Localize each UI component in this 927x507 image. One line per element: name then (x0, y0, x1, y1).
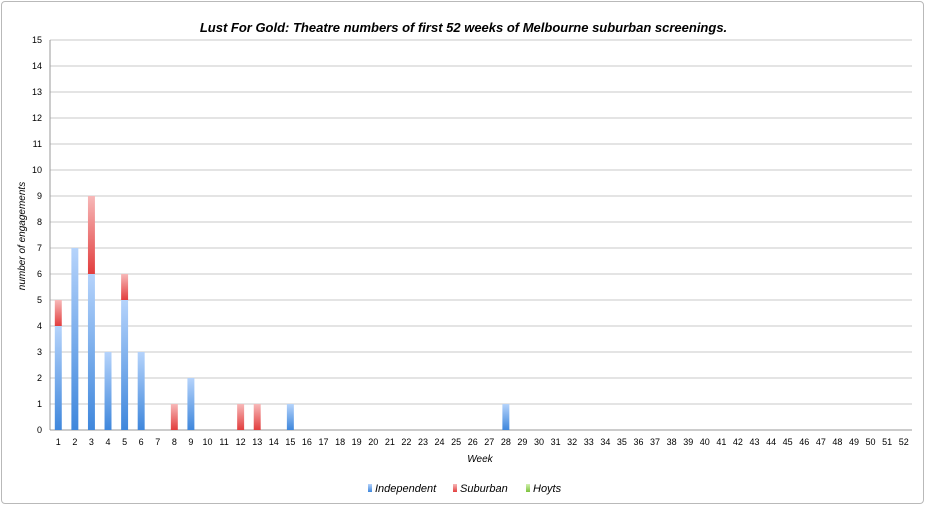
x-tick-label: 17 (319, 437, 329, 447)
y-axis-label: number of engagements (17, 182, 28, 290)
x-tick-label: 31 (551, 437, 561, 447)
bar-suburban-week-5 (121, 274, 129, 300)
bar-independent-week-15 (286, 404, 294, 430)
y-tick-label: 6 (37, 269, 42, 279)
x-axis-label: Week (467, 454, 493, 465)
x-tick-label: 48 (832, 437, 842, 447)
x-tick-label: 50 (866, 437, 876, 447)
bar-independent-week-2 (71, 248, 79, 430)
bar-suburban-week-3 (87, 196, 95, 274)
y-tick-label: 4 (37, 321, 42, 331)
x-tick-label: 37 (650, 437, 660, 447)
legend: Independent Suburban Hoyts (368, 483, 562, 495)
bar-suburban-week-12 (237, 404, 245, 430)
x-tick-label: 3 (89, 437, 94, 447)
legend-label-suburban: Suburban (460, 483, 508, 495)
y-tick-label: 9 (37, 191, 42, 201)
bar-suburban-week-1 (54, 300, 62, 326)
x-tick-label: 47 (816, 437, 826, 447)
x-tick-label: 2 (72, 437, 77, 447)
x-tick-label: 10 (202, 437, 212, 447)
legend-label-independent: Independent (375, 483, 437, 495)
legend-swatch-suburban (453, 484, 457, 492)
y-tick-label: 1 (37, 399, 42, 409)
y-tick-label: 8 (37, 217, 42, 227)
x-tick-label: 21 (385, 437, 395, 447)
bar-suburban-week-8 (170, 404, 178, 430)
x-tick-label: 24 (435, 437, 445, 447)
bar-independent-week-1 (54, 326, 62, 430)
bars (54, 196, 510, 430)
x-tick-label: 36 (633, 437, 643, 447)
x-tick-label: 42 (733, 437, 743, 447)
x-tick-label: 1 (56, 437, 61, 447)
x-tick-label: 33 (584, 437, 594, 447)
x-tick-label: 6 (139, 437, 144, 447)
x-tick-label: 22 (401, 437, 411, 447)
x-tick-label: 43 (750, 437, 760, 447)
x-tick-label: 41 (716, 437, 726, 447)
x-tick-label: 18 (335, 437, 345, 447)
y-tick-label: 5 (37, 295, 42, 305)
bar-independent-week-9 (187, 378, 195, 430)
x-tick-label: 34 (600, 437, 610, 447)
x-tick-label: 11 (219, 437, 228, 447)
y-tick-label: 15 (32, 35, 42, 45)
x-tick-label: 8 (172, 437, 177, 447)
x-tick-label: 51 (882, 437, 892, 447)
y-tick-label: 14 (32, 61, 42, 71)
x-tick-label: 49 (849, 437, 859, 447)
y-tick-label: 7 (37, 243, 42, 253)
y-tick-label: 0 (37, 425, 42, 435)
x-tick-label: 19 (352, 437, 362, 447)
legend-label-hoyts: Hoyts (533, 483, 562, 495)
bar-independent-week-4 (104, 352, 112, 430)
x-tick-label: 29 (517, 437, 527, 447)
y-tick-label: 10 (32, 165, 42, 175)
x-tick-label: 16 (302, 437, 312, 447)
x-tick-label: 25 (451, 437, 461, 447)
y-tick-label: 11 (33, 139, 42, 149)
chart-title: Lust For Gold: Theatre numbers of first … (199, 20, 728, 35)
x-tick-label: 27 (484, 437, 494, 447)
bar-suburban-week-13 (253, 404, 261, 430)
x-tick-label: 26 (468, 437, 478, 447)
grid (49, 39, 912, 431)
y-tick-label: 3 (37, 347, 42, 357)
bar-independent-week-6 (137, 352, 145, 430)
x-tick-label: 28 (501, 437, 511, 447)
x-tick-label: 32 (567, 437, 577, 447)
x-tick-label: 5 (122, 437, 127, 447)
x-tick-label: 40 (700, 437, 710, 447)
x-tick-label: 7 (155, 437, 160, 447)
x-tick-label: 14 (269, 437, 279, 447)
x-tick-label: 46 (799, 437, 809, 447)
y-tick-label: 2 (37, 373, 42, 383)
x-tick-label: 38 (667, 437, 677, 447)
x-tick-label: 45 (783, 437, 793, 447)
bar-independent-week-5 (121, 300, 129, 430)
legend-swatch-independent (368, 484, 372, 492)
x-tick-label: 4 (106, 437, 111, 447)
bar-independent-week-28 (502, 404, 510, 430)
x-tick-label: 39 (683, 437, 693, 447)
x-tick-label: 52 (899, 437, 909, 447)
y-tick-label: 12 (32, 113, 42, 123)
x-tick-label: 23 (418, 437, 428, 447)
bar-independent-week-3 (87, 274, 95, 430)
legend-swatch-hoyts (526, 484, 530, 492)
x-tick-label: 35 (617, 437, 627, 447)
x-tick-label: 44 (766, 437, 776, 447)
x-tick-label: 30 (534, 437, 544, 447)
x-tick-label: 20 (368, 437, 378, 447)
y-tick-label: 13 (32, 87, 42, 97)
x-tick-label: 15 (285, 437, 295, 447)
x-tick-label: 13 (252, 437, 262, 447)
x-tick-label: 9 (188, 437, 193, 447)
x-tick-label: 12 (236, 437, 246, 447)
